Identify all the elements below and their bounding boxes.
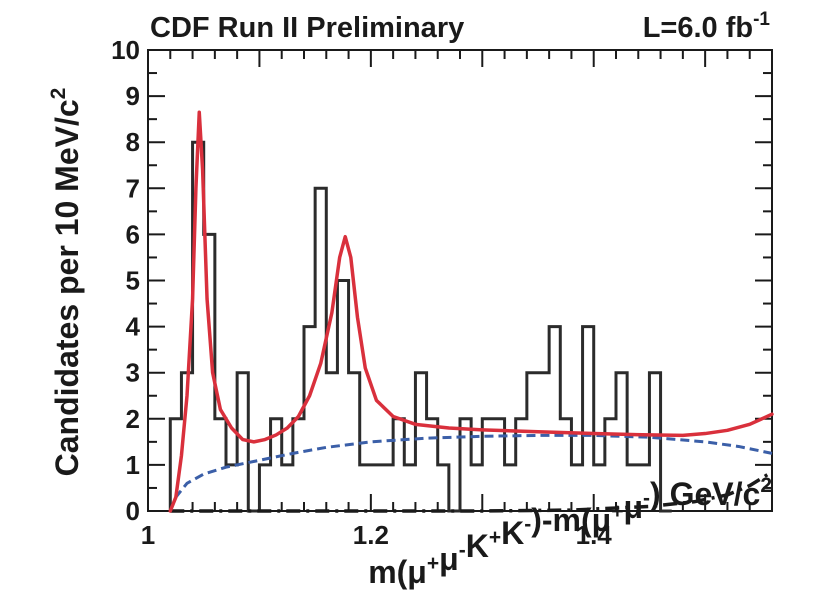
curve-background [168, 433, 773, 512]
x-axis-title-part: μ [439, 541, 459, 577]
x-axis-title-part: K [501, 515, 524, 551]
fit-curves [168, 110, 774, 513]
y-tick-label: 2 [126, 404, 140, 434]
x-axis-title-part: )-m( [531, 502, 592, 538]
y-axis-title-text: Candidates per 10 MeV/c [49, 99, 85, 476]
x-tick-label: 1.2 [353, 520, 389, 550]
curve-total-fit [168, 110, 774, 513]
y-tick-label: 4 [126, 312, 141, 342]
curve-tail-component [170, 470, 773, 513]
y-axis: 0 1 2 3 4 5 6 7 8 9 10 [111, 35, 772, 526]
x-axis-title-part: μ [623, 489, 643, 525]
luminosity-exponent: -1 [753, 9, 770, 30]
y-tick-label: 3 [126, 358, 140, 388]
x-axis-title-part: μ [407, 554, 427, 590]
x-axis-title-superscript: - [643, 487, 650, 510]
luminosity-label: L=6.0 fb-1 [643, 9, 771, 44]
y-tick-label: 5 [126, 266, 140, 296]
x-axis-title-superscript: - [459, 539, 466, 562]
x-axis-title: m(μ+μ-K+K-)-m(μ+μ-) GeV/c2 [368, 474, 772, 590]
x-axis-title-part: m( [368, 554, 407, 590]
y-axis-title-exponent: 2 [47, 88, 70, 100]
y-tick-label: 0 [126, 496, 140, 526]
x-tick-label: 1.4 [576, 520, 613, 550]
chart-title: CDF Run II Preliminary [150, 12, 464, 44]
histogram [168, 140, 672, 513]
histogram-outline [168, 140, 672, 513]
x-axis-title-part: ) GeV/c [650, 476, 760, 512]
luminosity-text: L=6.0 fb [643, 12, 753, 44]
x-axis-title-superscript: + [427, 552, 439, 575]
chart-header: CDF Run II Preliminary L=6.0 fb-1 [150, 9, 770, 44]
y-tick-label: 6 [126, 219, 140, 249]
x-axis-title-superscript: + [489, 526, 501, 549]
x-axis-title-superscript: 2 [760, 474, 772, 497]
y-tick-label: 9 [126, 81, 140, 111]
x-axis: 1 1.2 1.4 [141, 50, 773, 550]
x-axis-title-part: μ [592, 502, 612, 538]
y-tick-label: 1 [126, 450, 140, 480]
y-tick-label: 10 [111, 35, 140, 65]
x-axis-title-superscript: - [524, 513, 531, 536]
y-tick-label: 8 [126, 127, 140, 157]
y-tick-label: 7 [126, 173, 140, 203]
x-axis-title-part: K [466, 528, 489, 564]
x-axis-title-superscript: + [611, 500, 623, 523]
y-axis-title: Candidates per 10 MeV/c2 [47, 88, 85, 477]
x-tick-label: 1 [141, 520, 155, 550]
